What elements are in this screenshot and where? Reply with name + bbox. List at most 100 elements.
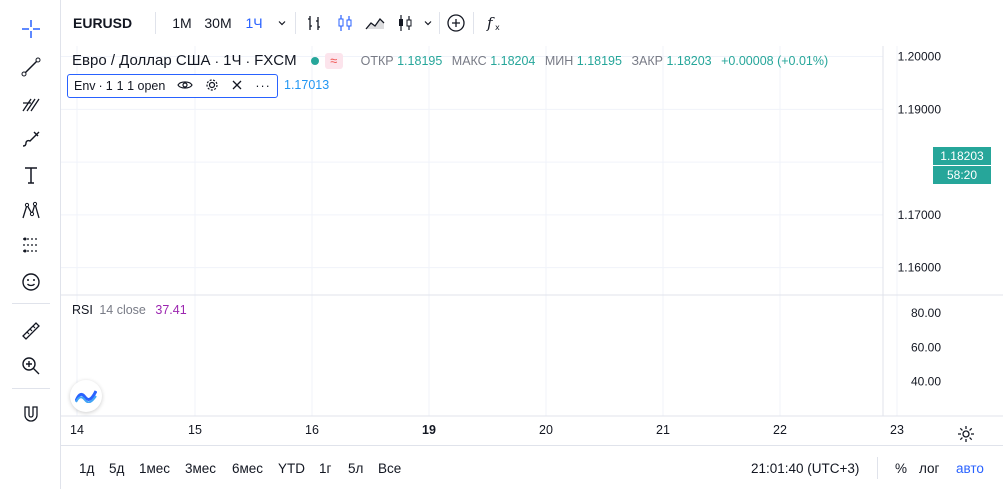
toolbar-divider [877,457,878,479]
eye-icon[interactable] [177,79,194,94]
high-label: МАКС [451,53,487,68]
time-axis-label: 23 [890,423,904,437]
tradingview-logo-icon[interactable] [70,380,102,412]
range-6m-button[interactable]: 6мес [232,460,264,476]
rsi-indicator-legend[interactable]: RSI 14 close 37.41 [72,303,187,317]
rsi-params: 14 close [99,303,146,317]
pitchfork-tool-icon[interactable] [14,88,48,118]
emoji-tool-icon[interactable] [14,267,48,297]
range-1y-button[interactable]: 1г [319,460,332,476]
time-axis-label: 15 [188,423,202,437]
legend-exchange: FXCM [254,52,297,69]
chevron-down-icon[interactable] [419,0,437,46]
heikin-ashi-chart-type-icon[interactable] [391,0,419,46]
toolbar-divider [473,12,474,34]
interval-1h-button[interactable]: 1Ч [245,15,263,31]
chart-canvas[interactable]: 1.20000 1.19000 1.17000 1.16000 80.00 60.00 40… [61,46,1003,444]
change-value: +0.00008 (+0.01%) [721,53,829,68]
drawing-toolbar [0,0,61,489]
text-tool-icon[interactable] [14,160,48,190]
gear-icon[interactable] [205,78,219,95]
range-1d-button[interactable]: 1д [79,460,95,476]
toolbar-divider [439,12,440,34]
bars-chart-type-icon[interactable] [301,0,329,46]
range-5d-button[interactable]: 5д [109,460,125,476]
symbol-search-button[interactable]: EURUSD [73,15,133,31]
envelope-indicator-legend[interactable]: Env · 1 1 1 open ··· [67,74,278,98]
svg-text:x: x [495,23,500,32]
prediction-tool-icon[interactable] [14,230,48,260]
toolbar-divider [12,388,50,389]
high-value: 1.18204 [490,53,536,68]
market-open-status-icon [310,56,319,65]
range-3m-button[interactable]: 3мес [185,460,217,476]
close-icon[interactable] [231,79,243,94]
range-5y-button[interactable]: 5л [348,460,364,476]
legend-dot-separator: · [98,79,103,93]
more-options-icon[interactable]: ··· [255,79,271,93]
envelope-param-a: 1 [105,79,113,93]
area-chart-type-icon[interactable] [361,0,389,46]
open-value: 1.18195 [397,53,443,68]
interval-30m-button[interactable]: 30М [204,15,232,31]
zoom-in-icon[interactable] [14,351,48,381]
price-axis-tick-label: 1.19000 [898,102,942,116]
toolbar-divider [12,303,50,304]
compare-add-icon[interactable] [441,0,471,46]
rsi-axis-tick-label: 80.00 [911,306,941,320]
envelope-name: Env [74,79,96,93]
legend-title[interactable]: Евро / Доллар США [72,52,211,69]
open-label: ОТКР [360,53,394,68]
price-axis-tick-label: 1.16000 [898,261,942,275]
axes: 1.20000 1.19000 1.17000 1.16000 80.00 60.00 40… [61,46,1003,444]
brush-tool-icon[interactable] [14,124,48,154]
envelope-params: 1 1 open [116,79,166,93]
chevron-down-icon[interactable] [273,0,291,46]
close-value: 1.18203 [666,53,712,68]
log-scale-toggle[interactable]: лог [919,460,940,476]
range-1m-button[interactable]: 1мес [139,460,171,476]
rsi-value: 37.41 [155,303,187,317]
chart-background [61,46,1003,444]
price-axis-tick-label: 1.17000 [898,208,942,222]
bottom-toolbar: 1д 5д 1мес 3мес 6мес YTD 1г 5л Все 21:01… [61,445,1003,490]
time-axis-label: 20 [539,423,553,437]
bar-countdown-label: 58:20 [933,166,991,184]
ruler-tool-icon[interactable] [14,316,48,346]
rsi-name: RSI [72,303,93,317]
percent-scale-toggle[interactable]: % [895,460,908,476]
time-axis-label: 16 [305,423,319,437]
price-axis-tick-label: 1.20000 [898,50,942,64]
trend-line-tool-icon[interactable] [14,52,48,82]
clock-timezone-button[interactable]: 21:01:40 (UTC+3) [751,460,860,476]
legend-dot-separator: · [214,52,220,69]
close-label: ЗАКР [631,53,663,68]
current-price-label: 1.18203 [933,147,991,165]
legend-dot-separator: · [245,52,251,69]
svg-text:f: f [486,14,495,32]
time-axis-label: 19 [422,423,436,437]
main-series-legend: Евро / Доллар США · 1Ч · FXCM ≈ ОТКР 1.1… [72,52,834,69]
rsi-axis-tick-label: 60.00 [911,340,941,354]
envelope-value: 1.17013 [284,78,330,92]
legend-interval: 1Ч [223,52,242,69]
crosshair-tool-icon[interactable] [14,14,48,44]
candles-chart-type-icon[interactable] [331,0,359,46]
chart-settings-gear-icon[interactable] [957,425,975,443]
rsi-axis-tick-label: 40.00 [911,375,941,389]
time-axis-label: 21 [656,423,670,437]
interval-1m-button[interactable]: 1М [172,15,192,31]
low-label: МИН [544,53,574,68]
replay-icon[interactable]: ≈ [324,52,343,69]
time-axis-label: 14 [70,423,84,437]
toolbar-divider [155,12,156,34]
pattern-tool-icon[interactable] [14,196,48,226]
auto-scale-toggle[interactable]: авто [956,460,984,476]
range-all-button[interactable]: Все [378,460,402,476]
low-value: 1.18195 [576,53,622,68]
time-axis-label: 22 [773,423,787,437]
magnet-tool-icon[interactable] [14,400,48,430]
range-ytd-button[interactable]: YTD [278,460,305,476]
